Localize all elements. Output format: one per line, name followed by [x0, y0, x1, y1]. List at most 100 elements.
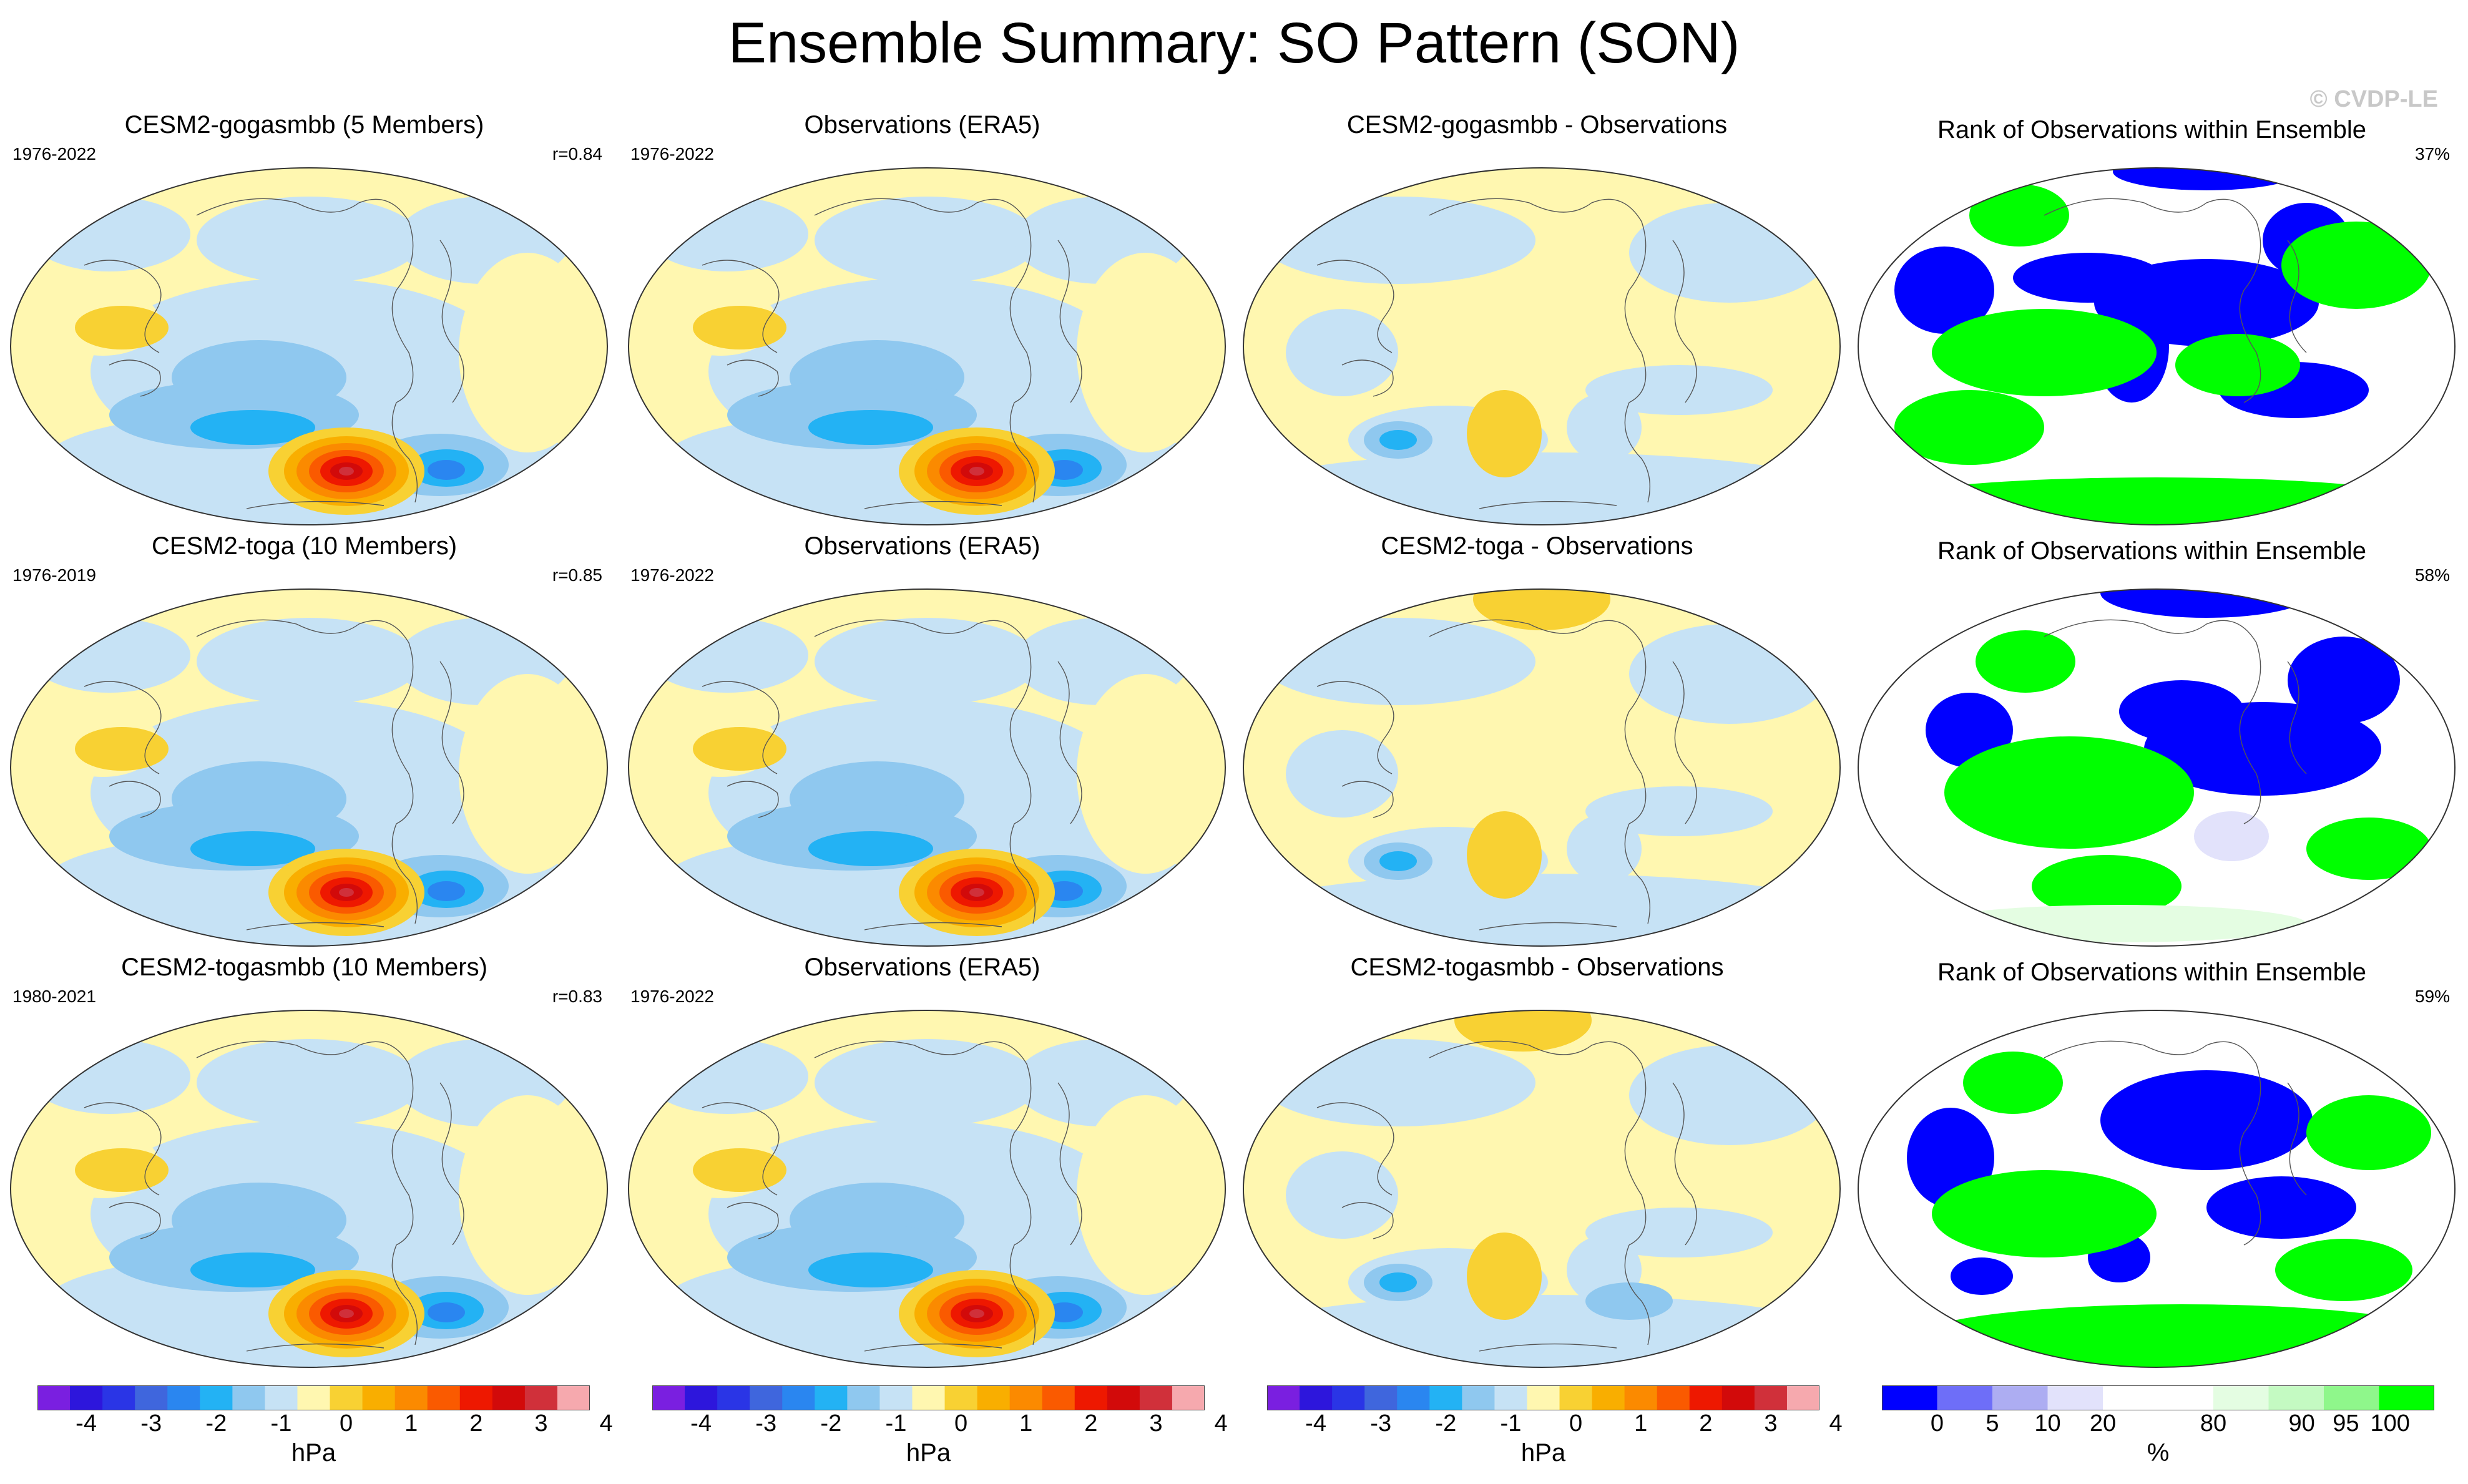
colorbar-swatch — [2268, 1386, 2324, 1410]
colorbar-tick-label: 90 — [2288, 1410, 2315, 1437]
colorbar-swatches — [1882, 1385, 2434, 1410]
colorbar-swatch — [1527, 1386, 1560, 1410]
colorbar-swatch — [362, 1386, 396, 1410]
colorbar-tick-label: 4 — [1214, 1410, 1228, 1437]
colorbar-swatch — [1689, 1386, 1723, 1410]
panel-rank-row3: Rank of Observations within Ensemble 59% — [1848, 952, 2456, 1370]
pressure-map — [10, 588, 608, 947]
colorbar-tick-label: 1 — [1634, 1410, 1648, 1437]
panel-title: Rank of Observations within Ensemble — [1937, 537, 2366, 565]
panel-title: CESM2-gogasmbb (5 Members) — [124, 111, 484, 139]
colorbar-swatches — [1267, 1385, 1819, 1410]
rank-map — [1858, 167, 2456, 525]
colorbar-swatch — [1429, 1386, 1462, 1410]
colorbar-tick-label: 2 — [469, 1410, 483, 1437]
colorbar-tick-label: -3 — [1370, 1410, 1392, 1437]
panel-title: Observations (ERA5) — [804, 111, 1041, 139]
panel-title: CESM2-togasmbb - Observations — [1350, 954, 1724, 981]
colorbar-tick-labels: -4 -3 -2 -1 0 1 2 3 4 — [1267, 1410, 1842, 1442]
colorbar-tick-label: 2 — [1699, 1410, 1713, 1437]
colorbar-swatch — [1754, 1386, 1788, 1410]
years-label: 1976-2022 — [630, 144, 714, 164]
pressure-map — [10, 1010, 608, 1368]
colorbar-tick-label: 0 — [1930, 1410, 1944, 1437]
colorbar-tick-label: 1 — [1019, 1410, 1033, 1437]
colorbar-tick-label: 0 — [954, 1410, 968, 1437]
colorbar-swatch — [1107, 1386, 1140, 1410]
colorbar-swatch — [1992, 1386, 2048, 1410]
colorbar-tick-label: -1 — [885, 1410, 907, 1437]
colorbar-swatch — [2213, 1386, 2269, 1410]
colorbar-swatch — [2047, 1386, 2103, 1410]
colorbar-swatch — [330, 1386, 363, 1410]
colorbar-tick-label: 0 — [339, 1410, 353, 1437]
panel-title: CESM2-togasmbb (10 Members) — [121, 954, 487, 981]
colorbar-swatch — [1074, 1386, 1108, 1410]
colorbar-unit-label: hPa — [291, 1439, 336, 1467]
colorbar-swatch — [1172, 1386, 1205, 1410]
panel-title: Rank of Observations within Ensemble — [1937, 959, 2366, 986]
colorbar-swatch — [1657, 1386, 1690, 1410]
rank-map — [1858, 588, 2456, 947]
colorbar-swatch — [427, 1386, 461, 1410]
colorbar-swatch — [1364, 1386, 1398, 1410]
colorbar-swatch — [1882, 1386, 1937, 1410]
colorbar-swatch — [2103, 1386, 2158, 1410]
panel-rank-row2: Rank of Observations within Ensemble 58% — [1848, 530, 2456, 949]
colorbar-tick-label: -3 — [755, 1410, 777, 1437]
colorbar-swatch — [2324, 1386, 2379, 1410]
colorbar-tick-label: -4 — [690, 1410, 712, 1437]
colorbar-tick-labels: -4 -3 -2 -1 0 1 2 3 4 — [652, 1410, 1227, 1442]
years-label: 1976-2019 — [12, 565, 96, 585]
colorbar-swatches — [37, 1385, 590, 1410]
panel-rank-row1: Rank of Observations within Ensemble 37% — [1848, 109, 2456, 527]
colorbar-tick-label: 0 — [1569, 1410, 1583, 1437]
years-label: 1980-2021 — [12, 987, 96, 1006]
figure-title: Ensemble Summary: SO Pattern (SON) — [728, 11, 1740, 75]
colorbar-tick-label: 5 — [1986, 1410, 1999, 1437]
panel-obs-row3: Observations (ERA5) 1976-2022 — [618, 952, 1227, 1370]
colorbar-swatch — [912, 1386, 946, 1410]
hpa-colorbar: -4 -3 -2 -1 0 1 2 3 4 hPa — [37, 1385, 613, 1479]
colorbar-swatch — [879, 1386, 913, 1410]
colorbar-swatch — [1042, 1386, 1075, 1410]
colorbar-swatch — [1786, 1386, 1819, 1410]
colorbar-swatch — [102, 1386, 135, 1410]
colorbar-tick-label: -1 — [1500, 1410, 1522, 1437]
colorbar-swatch — [782, 1386, 815, 1410]
colorbar-swatch — [70, 1386, 103, 1410]
pressure-map — [10, 167, 608, 525]
rank-map — [1858, 1010, 2456, 1368]
hpa-colorbar: -4 -3 -2 -1 0 1 2 3 4 hPa — [1267, 1385, 1843, 1479]
colorbar-tick-label: -2 — [1435, 1410, 1457, 1437]
panel-title: Observations (ERA5) — [804, 532, 1041, 560]
panel-model-row3: CESM2-togasmbb (10 Members) 1980-2021 r=0.… — [0, 952, 609, 1370]
colorbar-swatch — [1300, 1386, 1333, 1410]
colorbar-swatch — [685, 1386, 718, 1410]
colorbar-swatch — [394, 1386, 428, 1410]
colorbar-swatch — [717, 1386, 750, 1410]
colorbar-swatch — [1721, 1386, 1755, 1410]
rank-percent-label: 58% — [2414, 565, 2450, 585]
colorbar-swatch — [1267, 1386, 1300, 1410]
colorbar-swatch — [492, 1386, 526, 1410]
pressure-map — [628, 588, 1226, 947]
rank-percent-label: 59% — [2414, 987, 2450, 1006]
rank-percent-label: 37% — [2414, 144, 2450, 164]
colorbar-swatch — [1592, 1386, 1625, 1410]
panel-title: CESM2-toga (10 Members) — [151, 532, 458, 560]
colorbar-tick-label: 3 — [1149, 1410, 1163, 1437]
colorbar-swatch — [847, 1386, 880, 1410]
colorbar-tick-label: 4 — [599, 1410, 613, 1437]
colorbar-tick-label: 3 — [534, 1410, 548, 1437]
colorbar-swatch — [652, 1386, 685, 1410]
years-label: 1976-2022 — [630, 987, 714, 1006]
colorbar-swatch — [1332, 1386, 1365, 1410]
colorbar-tick-label: 1 — [404, 1410, 418, 1437]
colorbar-tick-label: 80 — [2200, 1410, 2227, 1437]
colorbar-tick-label: 100 — [2370, 1410, 2410, 1437]
colorbar-swatch — [37, 1386, 71, 1410]
panel-title: CESM2-gogasmbb - Observations — [1346, 111, 1728, 139]
colorbar-tick-label: -4 — [76, 1410, 97, 1437]
hpa-colorbar: -4 -3 -2 -1 0 1 2 3 4 hPa — [652, 1385, 1228, 1479]
